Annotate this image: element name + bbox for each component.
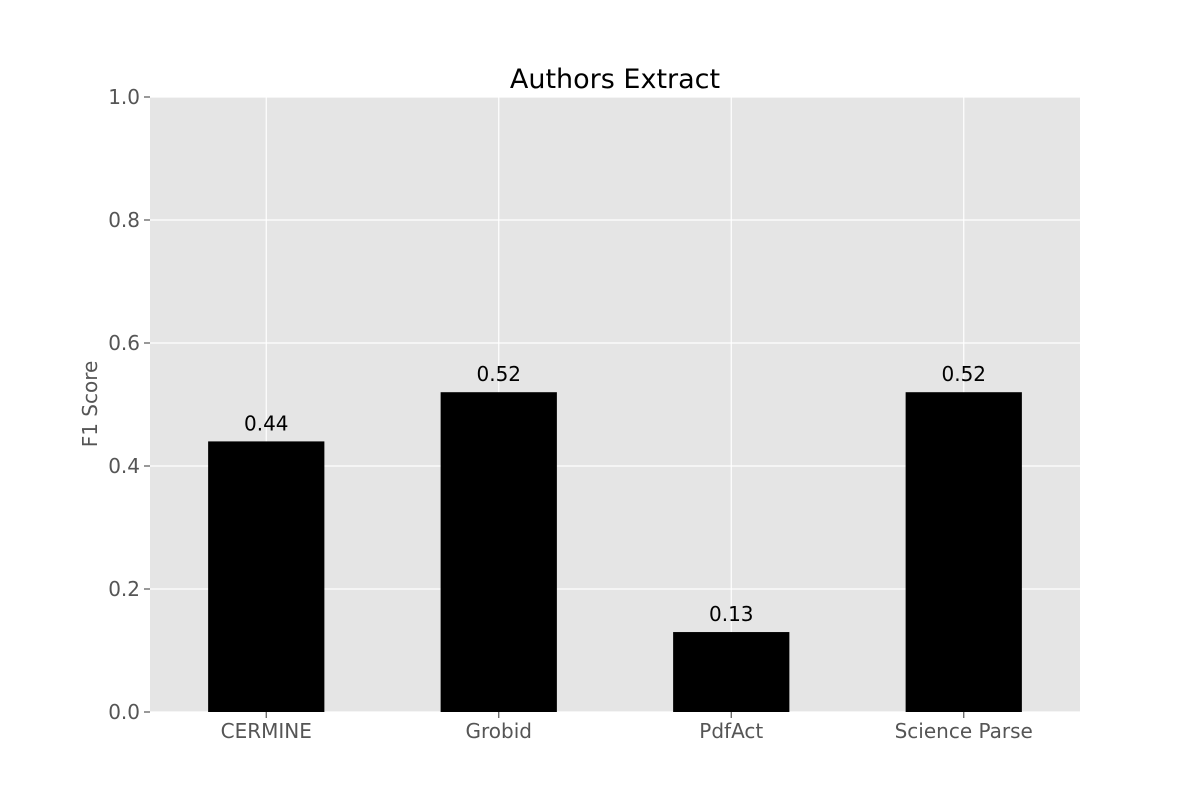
y-tick-label: 0.8 bbox=[108, 208, 140, 232]
bar-value-label: 0.13 bbox=[709, 602, 754, 626]
bar-value-label: 0.44 bbox=[244, 411, 289, 435]
bars bbox=[208, 392, 1022, 712]
y-axis: 0.0 0.2 0.4 0.6 0.8 1.0 bbox=[108, 85, 150, 724]
y-tick-label: 1.0 bbox=[108, 85, 140, 109]
x-tick-label: PdfAct bbox=[699, 719, 763, 743]
y-tick-label: 0.2 bbox=[108, 577, 140, 601]
value-labels: 0.44 0.52 0.13 0.52 bbox=[244, 362, 986, 626]
bar-grobid bbox=[440, 392, 557, 712]
y-tick-label: 0.6 bbox=[108, 331, 140, 355]
x-axis: CERMINE Grobid PdfAct Science Parse bbox=[221, 712, 1033, 743]
bar-science-parse bbox=[905, 392, 1022, 712]
x-tick-label: CERMINE bbox=[221, 719, 312, 743]
bar-cermine bbox=[208, 441, 325, 712]
y-axis-label: F1 Score bbox=[78, 361, 102, 448]
x-tick-label: Grobid bbox=[466, 719, 532, 743]
y-tick-label: 0.0 bbox=[108, 700, 140, 724]
bar-pdfact bbox=[673, 632, 790, 712]
y-tick-label: 0.4 bbox=[108, 454, 140, 478]
bar-value-label: 0.52 bbox=[941, 362, 986, 386]
bar-value-label: 0.52 bbox=[476, 362, 521, 386]
chart-title: Authors Extract bbox=[510, 64, 720, 95]
x-tick-label: Science Parse bbox=[895, 719, 1033, 743]
